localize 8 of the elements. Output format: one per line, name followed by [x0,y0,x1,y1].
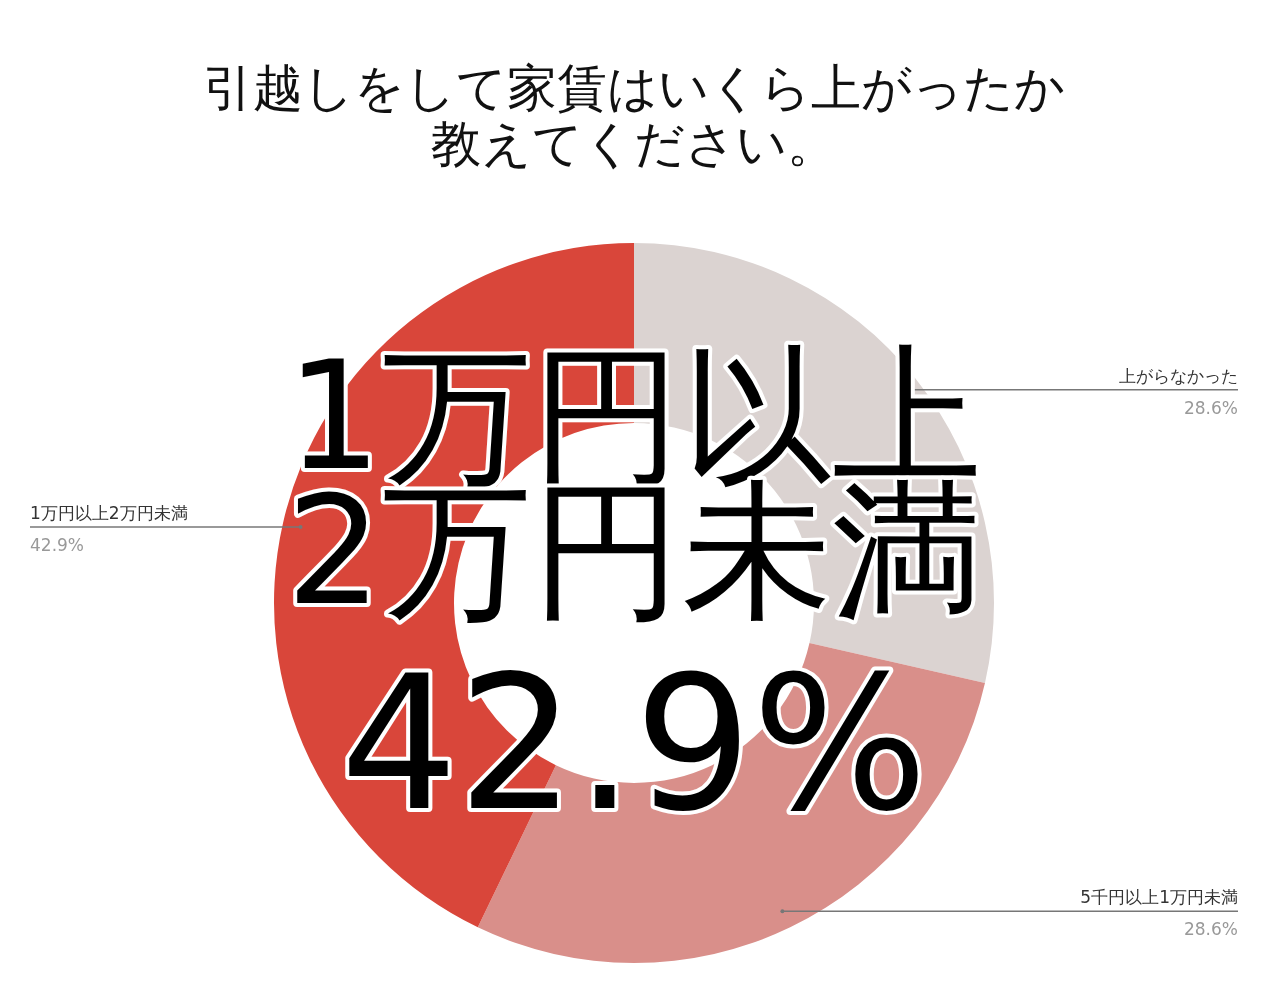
data-label: 42.9% [30,534,85,555]
slice-label: 1万円以上2万円未満 [30,502,188,523]
slice-label: 5千円以上1万円未満 [1080,887,1238,908]
data-label: 28.6% [1183,919,1238,940]
slice-label: 上がらなかった [1119,365,1238,386]
data-label: 28.6% [1183,397,1238,418]
chart-title: 引越しをして家賃はいくら上がったか教えてください。 [202,59,1066,173]
text: 42.9% [340,636,928,852]
